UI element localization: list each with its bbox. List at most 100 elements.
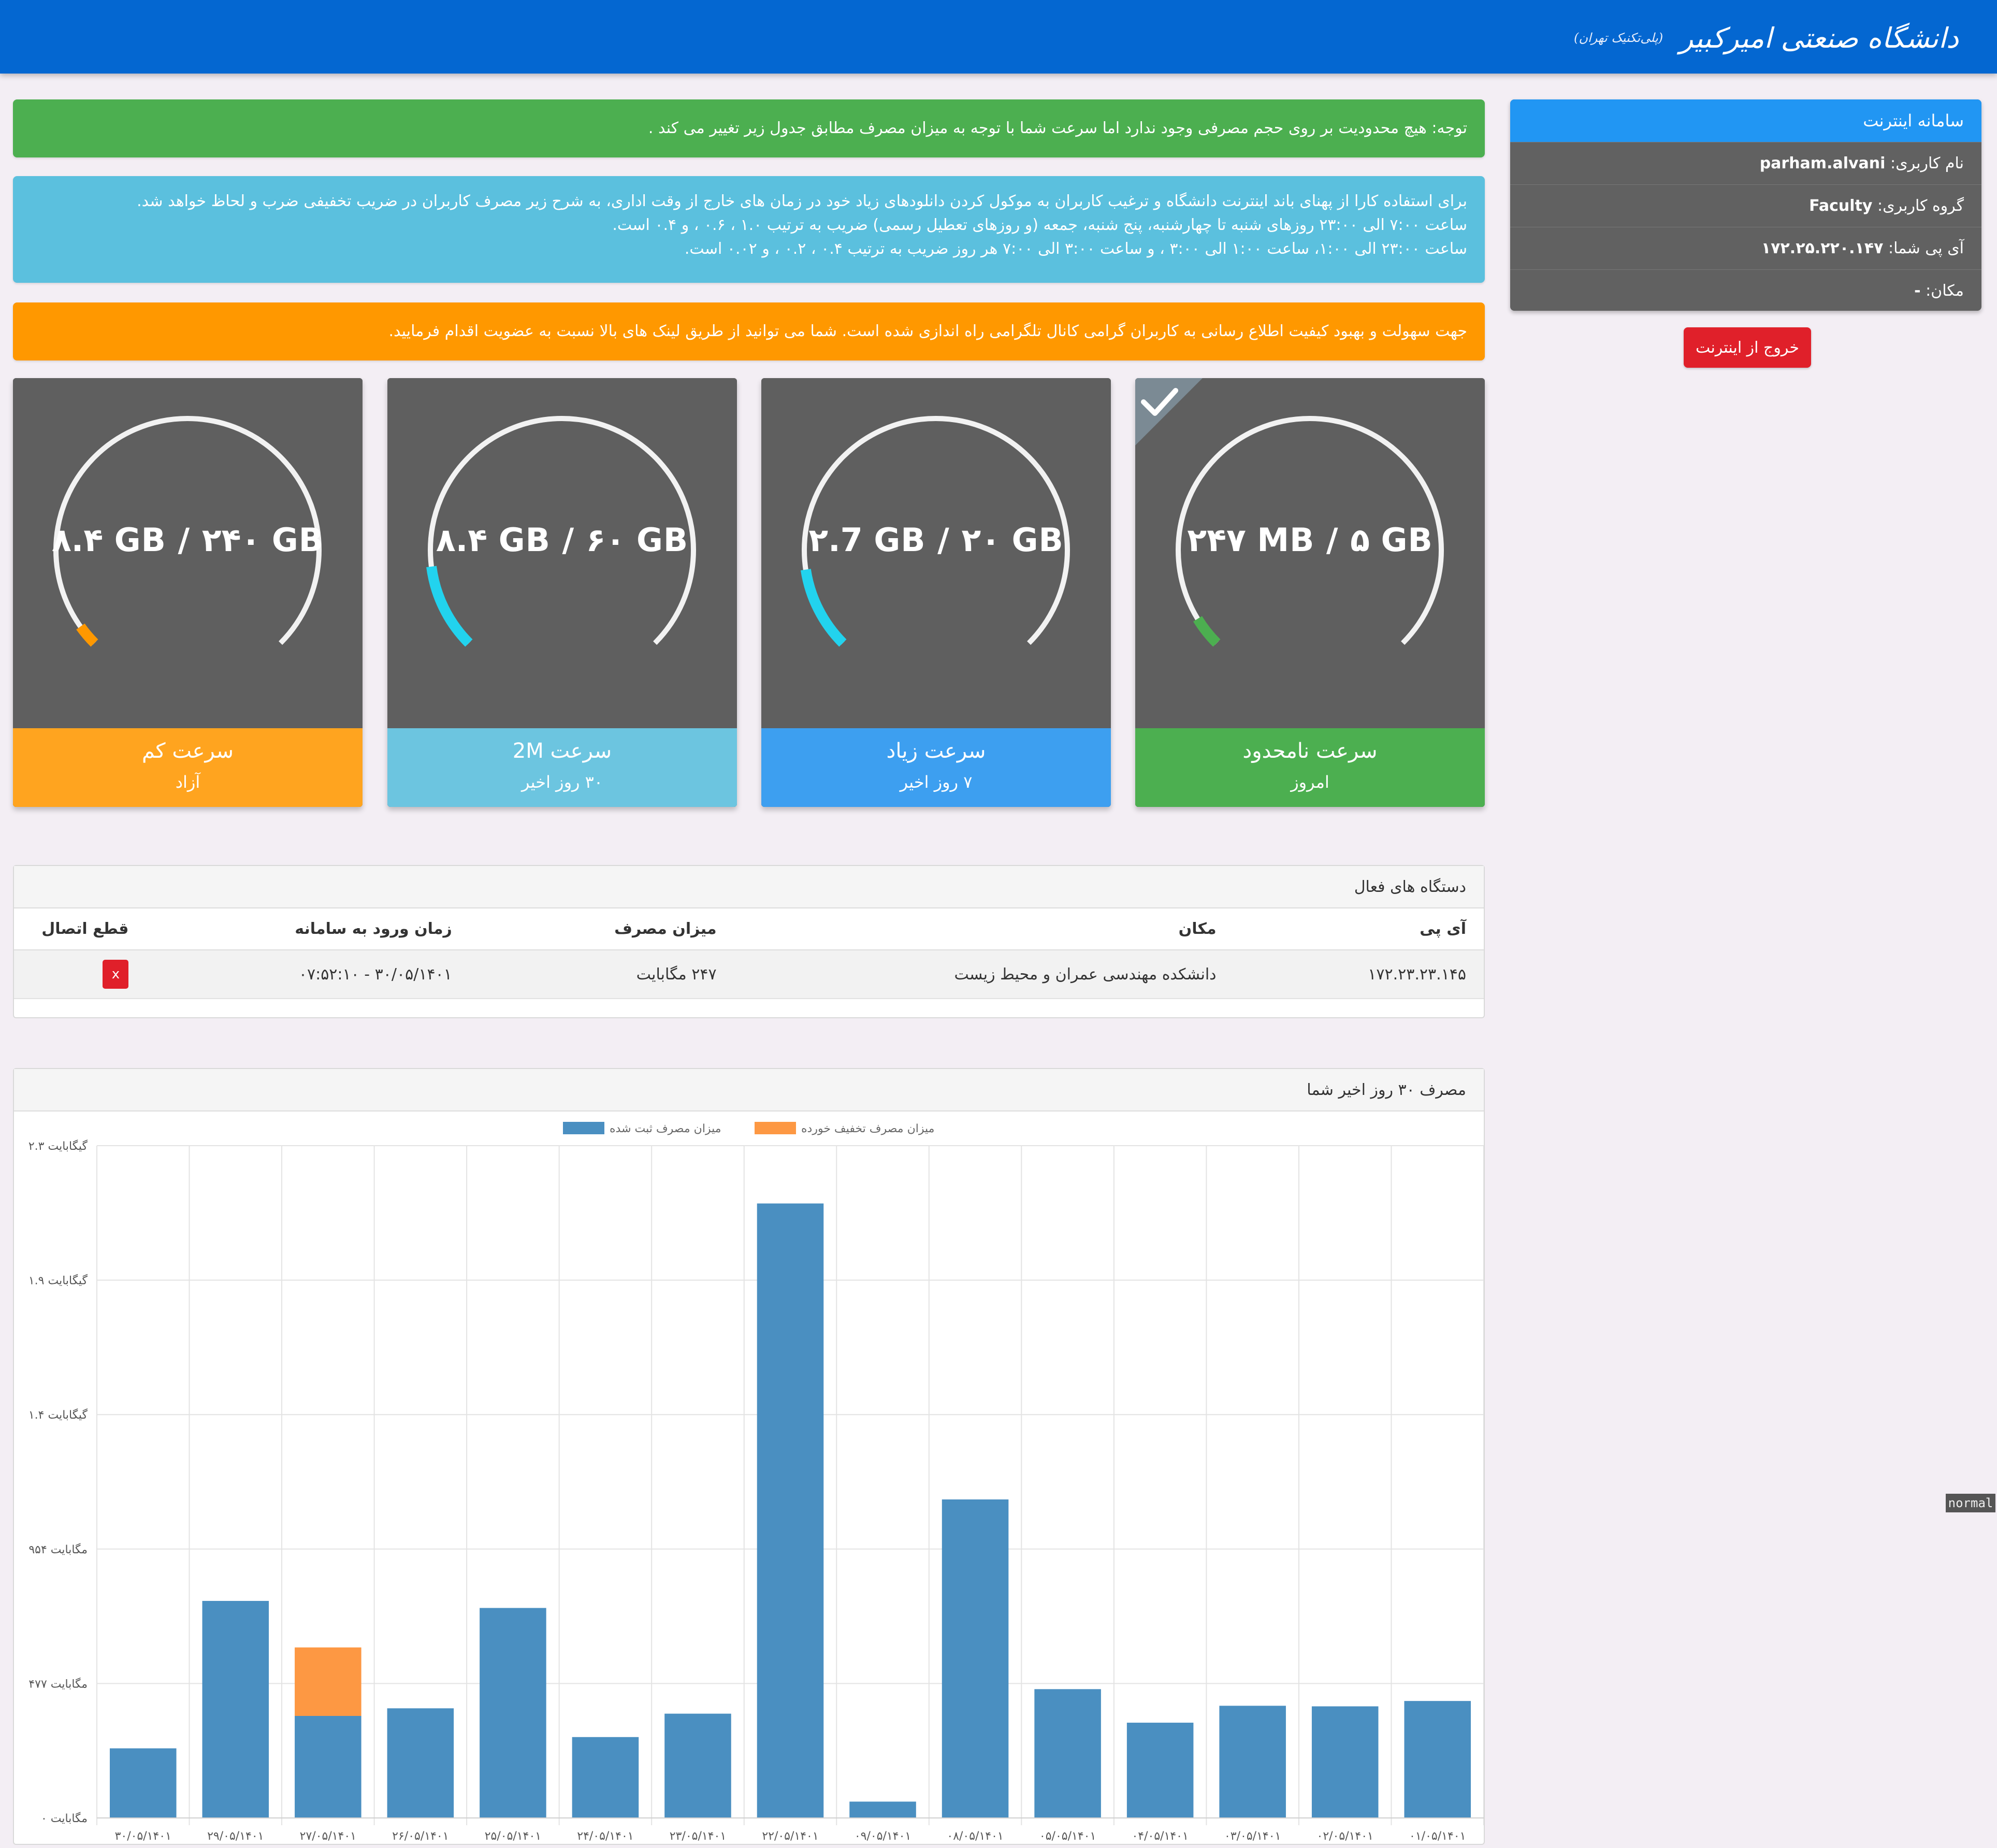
column-header-usage: میزان مصرف	[469, 908, 734, 950]
gauge-fill	[76, 623, 98, 647]
card-footer: سرعت زیاد ۷ روز اخیر	[761, 728, 1111, 807]
telegram-text: جهت سهولت و بهبود کیفیت اطلاع رسانی به ک…	[388, 322, 1467, 340]
chart-bar	[1404, 1701, 1471, 1818]
usage-gauge	[53, 416, 322, 647]
gauge-area: ۲.7 GB / ۲۰ GB	[761, 378, 1111, 728]
x-tick-label: ۲۵/۰۵/۱۴۰۱	[485, 1830, 541, 1843]
discount-info-line: ساعت ۷:۰۰ الی ۲۳:۰۰ روزهای شنبه تا چهارش…	[612, 216, 1467, 234]
username-label: نام کاربری:	[1890, 154, 1964, 172]
selected-check-icon	[1135, 378, 1203, 445]
legend-label: میزان مصرف تخفیف خورده	[801, 1122, 934, 1135]
chart-bar	[757, 1203, 824, 1818]
user-group-label: گروه کاربری:	[1877, 197, 1964, 215]
gauge-fill	[426, 566, 473, 647]
notice-alert: توجه: هیچ محدودیت بر روی حجم مصرفی وجود …	[13, 99, 1485, 157]
devices-table: آی پی مکان میزان مصرف زمان ورود به سامان…	[14, 908, 1484, 999]
chart-legend: میزان مصرف ثبت شده میزان مصرف تخفیف خورده	[563, 1122, 934, 1135]
card-title: سرعت زیاد	[886, 739, 986, 763]
y-tick-label: ۲.۳ گیگابایت	[28, 1139, 88, 1153]
gauge-label: ۸.۴ GB / ۲۴۰ GB	[51, 521, 324, 559]
x-tick-label: ۰۱/۰۵/۱۴۰۱	[1409, 1830, 1466, 1843]
location-label: مکان:	[1926, 282, 1964, 300]
y-tick-label: ۱.۴ گیگابایت	[28, 1408, 88, 1422]
chart-bar	[572, 1737, 639, 1818]
speed-card-high[interactable]: ۲.7 GB / ۲۰ GB سرعت زیاد ۷ روز اخیر	[761, 378, 1111, 807]
chart-bar	[295, 1715, 361, 1818]
active-devices-box: دستگاه های فعال آی پی مکان میزان مصرف زم…	[13, 865, 1485, 1018]
column-header-login-time: زمان ورود به سامانه	[146, 908, 470, 950]
x-tick-label: ۰۸/۰۵/۱۴۰۱	[947, 1830, 1003, 1843]
card-period: ۳۰ روز اخیر	[521, 772, 603, 792]
logout-button[interactable]: خروج از اینترنت	[1684, 327, 1811, 368]
chart-bar	[1034, 1689, 1101, 1818]
chart-title: مصرف ۳۰ روز اخیر شما	[14, 1069, 1484, 1111]
usage-gauge	[800, 416, 1070, 647]
card-period: ۷ روز اخیر	[900, 772, 973, 792]
legend-label: میزان مصرف ثبت شده	[610, 1122, 721, 1135]
card-title: سرعت کم	[141, 739, 234, 763]
chart-bar	[295, 1647, 361, 1716]
logo-text: دانشگاه صنعتی امیرکبیر	[1680, 21, 1959, 54]
user-group-row: گروه کاربری: Faculty	[1510, 184, 1981, 227]
legend-swatch	[563, 1122, 604, 1134]
gauge-area: ۸.۴ GB / ۲۴۰ GB	[13, 378, 363, 728]
device-login-time: ۳۰/۰۵/۱۴۰۱ - ۰۷:۵۲:۱۰	[146, 950, 470, 999]
gauge-area: ۸.۴ GB / ۶۰ GB	[387, 378, 737, 728]
y-tick-label: ۴۷۷ مگابایت	[28, 1677, 88, 1691]
x-tick-label: ۲۴/۰۵/۱۴۰۱	[577, 1830, 633, 1843]
x-tick-label: ۲۶/۰۵/۱۴۰۱	[392, 1830, 448, 1843]
chart-bar	[480, 1608, 546, 1818]
disconnect-cell: x	[14, 950, 147, 999]
user-group-value: Faculty	[1809, 197, 1873, 215]
chart-bar	[109, 1748, 177, 1818]
y-tick-label: ۰ مگابایت	[41, 1812, 88, 1825]
usage-bar-chart: میزان مصرف ثبت شده میزان مصرف تخفیف خورده…	[28, 1122, 1484, 1843]
card-title: سرعت 2M	[512, 739, 612, 763]
device-usage: ۲۴۷ مگابایت	[469, 950, 734, 999]
x-tick-label: ۲۷/۰۵/۱۴۰۱	[300, 1830, 356, 1843]
gauge-label: ۸.۴ GB / ۶۰ GB	[436, 521, 689, 559]
gauge-label: ۲۴۷ MB / ۵ GB	[1187, 521, 1433, 559]
table-header-row: آی پی مکان میزان مصرف زمان ورود به سامان…	[14, 908, 1484, 950]
speed-card-low[interactable]: ۸.۴ GB / ۲۴۰ GB سرعت کم آزاد	[13, 378, 363, 807]
table-row: ۱۷۲.۲۳.۲۳.۱۴۵ دانشکده مهندسی عمران و محی…	[14, 950, 1484, 999]
username-value: parham.alvani	[1759, 154, 1886, 172]
card-footer: سرعت 2M ۳۰ روز اخیر	[387, 728, 737, 807]
location-row: مکان: -	[1510, 269, 1981, 311]
university-logo[interactable]: (پلی‌تکنیک تهران) دانشگاه صنعتی امیرکبیر	[1574, 15, 1971, 61]
x-tick-label: ۳۰/۰۵/۱۴۰۱	[115, 1830, 171, 1843]
chart-bar	[1311, 1706, 1379, 1818]
x-tick-label: ۰۲/۰۵/۱۴۰۱	[1317, 1830, 1373, 1843]
gauge-track	[53, 416, 322, 645]
ip-label: آی پی شما:	[1888, 239, 1964, 257]
status-badge: normal	[1946, 1494, 1995, 1512]
x-tick-label: ۰۴/۰۵/۱۴۰۱	[1132, 1830, 1188, 1843]
chart-bar	[942, 1499, 1009, 1818]
chart-bar	[1126, 1723, 1194, 1818]
discount-info-line: برای استفاده کارا از پهنای باند اینترنت …	[137, 192, 1467, 210]
speed-card-2m[interactable]: ۸.۴ GB / ۶۰ GB سرعت 2M ۳۰ روز اخیر	[387, 378, 737, 807]
location-value: -	[1914, 282, 1921, 300]
x-tick-label: ۲۲/۰۵/۱۴۰۱	[762, 1830, 818, 1843]
x-tick-label: ۲۳/۰۵/۱۴۰۱	[670, 1830, 726, 1843]
logo-subtitle: (پلی‌تکنیک تهران)	[1574, 31, 1663, 45]
ip-value: ۱۷۲.۲۵.۲۲۰.۱۴۷	[1761, 239, 1884, 257]
usage-chart-box: مصرف ۳۰ روز اخیر شما میزان مصرف ثبت شده م…	[13, 1068, 1485, 1845]
discount-info-alert: برای استفاده کارا از پهنای باند اینترنت …	[13, 176, 1485, 283]
gauge-fill	[800, 569, 847, 647]
gauge-fill	[1193, 616, 1221, 647]
column-header-location: مکان	[734, 908, 1234, 950]
chart-bar	[849, 1801, 916, 1818]
speed-card-unlimited[interactable]: ۲۴۷ MB / ۵ GB سرعت نامحدود امروز	[1135, 378, 1485, 807]
active-devices-title: دستگاه های فعال	[14, 866, 1484, 908]
device-ip: ۱۷۲.۲۳.۲۳.۱۴۵	[1234, 950, 1484, 999]
gauge-track	[1176, 416, 1444, 645]
x-tick-label: ۰۵/۰۵/۱۴۰۱	[1039, 1830, 1096, 1843]
internet-system-panel: سامانه اینترنت نام کاربری: parham.alvani…	[1510, 99, 1981, 311]
chart-bar	[387, 1708, 454, 1818]
chart-bar	[202, 1600, 269, 1818]
username-row: نام کاربری: parham.alvani	[1510, 142, 1981, 184]
card-footer: سرعت نامحدود امروز	[1135, 728, 1485, 807]
disconnect-button[interactable]: x	[103, 960, 129, 989]
gauge-track	[802, 416, 1070, 645]
